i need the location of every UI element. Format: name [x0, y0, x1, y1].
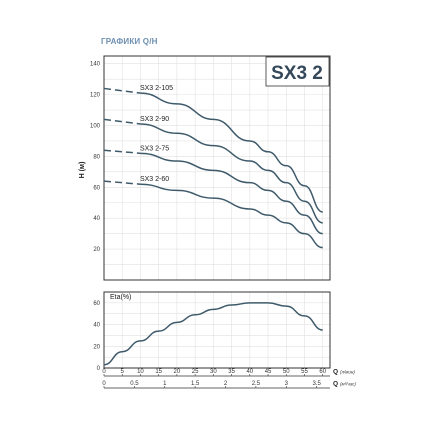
q-axis-tick-label: 0	[102, 369, 106, 375]
qh-series-label: SX3 2-90	[140, 116, 169, 123]
q-axis-tick-label: 0	[102, 381, 106, 387]
qh-curve-dashed	[103, 87, 141, 94]
eta-y-tick-label: 40	[93, 323, 100, 329]
qh-curve	[140, 183, 323, 249]
qh-grid	[104, 56, 330, 280]
qh-y-tick-label: 40	[93, 216, 100, 222]
model-label: SX3 2	[271, 63, 323, 84]
q-axis-unit: (л/мин)	[340, 370, 355, 375]
q-axis-unit: (м³/час)	[340, 382, 356, 387]
eta-grid	[104, 292, 330, 368]
q-axis-tick-label: 60	[319, 369, 326, 375]
q-axes: 0 5 10 15 20 25 30 35 40 45 50 55 60 Q (л/мин)0 0.5 1 1.5…	[102, 369, 356, 389]
qh-curve-dashed	[103, 118, 141, 125]
qh-series-label: SX3 2-105	[140, 85, 173, 92]
q-axis-label: Q	[333, 369, 338, 376]
qh-curve	[140, 123, 323, 224]
qh-curve-dashed	[103, 149, 141, 155]
eta-series	[103, 302, 323, 366]
qh-curve	[140, 152, 323, 235]
q-axis-tick-label: 3.5	[312, 381, 321, 387]
model-box	[265, 56, 330, 87]
qh-y-tick-label: 20	[93, 247, 100, 253]
qh-y-ticks: 20 40 60 80 100 120 140	[90, 62, 101, 253]
qh-curve-dashed	[103, 180, 141, 185]
qh-plot-frame	[103, 55, 331, 281]
qh-y-tick-label: 120	[90, 93, 101, 99]
qh-series: SX3 2-105 SX3 2-90 SX3 2-75 SX3 2-60	[103, 85, 323, 249]
q-axis-tick-label: 25	[192, 369, 199, 375]
q-axis-tick-label: 55	[301, 369, 308, 375]
eta-y-tick-label: 60	[93, 301, 100, 307]
eta-y-ticks: 0 20 40 60	[93, 301, 100, 372]
q-axis-tick-label: 40	[246, 369, 253, 375]
q-axis-tick-label: 3	[285, 381, 289, 387]
q-axis-tick-label: 10	[137, 369, 144, 375]
qh-y-tick-label: 140	[90, 62, 101, 68]
q-axis-tick-label: 15	[155, 369, 162, 375]
q-axis-tick-label: 30	[210, 369, 217, 375]
q-axis-label: Q	[333, 381, 338, 388]
eta-plot-frame	[103, 291, 331, 369]
eta-y-tick-label: 0	[97, 366, 101, 372]
qh-y-tick-label: 60	[93, 185, 100, 191]
q-axis-tick-label: 45	[265, 369, 272, 375]
qh-series-label: SX3 2-60	[140, 176, 169, 183]
q-axis-tick-label: 20	[174, 369, 181, 375]
eta-curve	[103, 302, 323, 366]
q-axis-tick-label: 0.5	[130, 381, 139, 387]
qh-y-tick-label: 80	[93, 154, 100, 160]
eta-y-tick-label: 20	[93, 344, 100, 350]
q-axis-tick-label: 1.5	[191, 381, 200, 387]
qh-curve	[140, 92, 323, 213]
eta-axis-label: Eta(%)	[110, 294, 131, 301]
q-axis-tick-label: 35	[228, 369, 235, 375]
q-axis-tick-label: 5	[121, 369, 125, 375]
qh-y-tick-label: 100	[90, 124, 101, 130]
qh-y-axis-label: H (м)	[79, 162, 86, 179]
q-axis-tick-label: 1	[163, 381, 167, 387]
qh-series-label: SX3 2-75	[140, 145, 169, 152]
q-axis-tick-label: 50	[283, 369, 290, 375]
q-axis-tick-label: 2	[224, 381, 228, 387]
q-axis-tick-label: 2.5	[252, 381, 261, 387]
chart-header: ГРАФИКИ Q/H	[101, 37, 158, 46]
